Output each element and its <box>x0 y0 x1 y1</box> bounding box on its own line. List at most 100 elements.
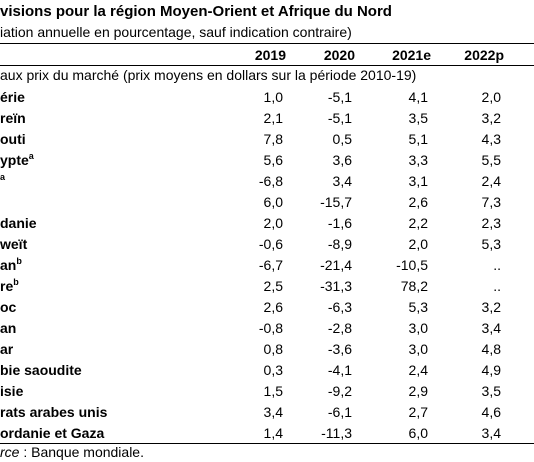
source-label: rce <box>0 444 20 460</box>
row-label: anb <box>0 256 22 274</box>
row-label: an <box>0 320 16 336</box>
row-label-text: ordanie et Gaza <box>0 425 105 441</box>
row-label: reb <box>0 277 19 295</box>
cell: 2,5 <box>263 278 283 294</box>
row-label: ar <box>0 341 13 357</box>
cell: 2,2 <box>408 215 428 231</box>
cell: 2,4 <box>481 173 501 189</box>
cell: 2,6 <box>408 194 428 210</box>
row-label: rats arabes unis <box>0 404 107 420</box>
title: visions pour la région Moyen-Orient et A… <box>0 3 392 20</box>
cell: 0,3 <box>263 362 283 378</box>
cell: 1,5 <box>263 383 283 399</box>
cell: -8,9 <box>327 236 352 252</box>
cell: -10,5 <box>396 257 428 273</box>
column-header: 2022p <box>464 47 504 63</box>
row-label: érie <box>0 89 25 105</box>
cell: 6,0 <box>408 425 428 441</box>
subtitle: iation annuelle en pourcentage, sauf ind… <box>0 24 352 40</box>
cell: 3,4 <box>481 425 501 441</box>
row-label-text: reïn <box>0 110 26 126</box>
row-label-text: outi <box>0 131 26 147</box>
cell: 1,4 <box>263 425 283 441</box>
row-label-text: weït <box>0 236 28 252</box>
cell: -21,4 <box>320 257 352 273</box>
row-label-text: oc <box>0 299 17 315</box>
row-label: oc <box>0 299 16 315</box>
cell: 2,6 <box>263 299 283 315</box>
cell: -6,8 <box>258 173 283 189</box>
row-label-text: re <box>0 278 14 294</box>
cell: 3,2 <box>481 299 501 315</box>
row-label-text: rats arabes unis <box>0 404 108 420</box>
row-label-text: érie <box>0 89 25 105</box>
row-label-text: danie <box>0 215 37 231</box>
column-header: 2019 <box>254 47 286 63</box>
cell: -6,3 <box>327 299 352 315</box>
row-label: reïn <box>0 110 26 126</box>
cell: 4,3 <box>481 131 501 147</box>
cell: 2,0 <box>481 89 501 105</box>
source-text: : Banque mondiale. <box>19 444 144 460</box>
column-header: 2021e <box>392 47 431 63</box>
cell: 4,6 <box>481 404 501 420</box>
cell: -5,1 <box>327 110 352 126</box>
row-label: bie saoudite <box>0 362 82 378</box>
row-label: a <box>0 173 5 189</box>
cell: 3,5 <box>481 383 501 399</box>
column-header: 2020 <box>323 47 355 63</box>
cell: 7,8 <box>263 131 283 147</box>
row-label-text: ypte <box>0 152 29 168</box>
cell: -4,1 <box>327 362 352 378</box>
cell: 2,4 <box>408 362 428 378</box>
row-label: yptea <box>0 151 34 169</box>
row-label-text: ar <box>0 341 14 357</box>
cell: -31,3 <box>320 278 352 294</box>
cell: 3,3 <box>408 152 428 168</box>
row-label-text: isie <box>0 383 24 399</box>
cell: 78,2 <box>400 278 428 294</box>
cell: 5,6 <box>263 152 283 168</box>
cell: 3,2 <box>481 110 501 126</box>
row-label: isie <box>0 383 23 399</box>
cell: 3,4 <box>332 173 352 189</box>
section-label: aux prix du marché (prix moyens en dolla… <box>0 67 417 83</box>
row-note: b <box>13 277 19 287</box>
cell: 5,1 <box>408 131 428 147</box>
rule <box>0 443 534 444</box>
cell: 4,9 <box>481 362 501 378</box>
cell: -1,6 <box>327 215 352 231</box>
cell: -0,8 <box>258 320 283 336</box>
cell: .. <box>493 278 501 294</box>
row-note: a <box>28 151 34 161</box>
cell: 0,5 <box>332 131 352 147</box>
cell: 6,0 <box>263 194 283 210</box>
row-label-text: an <box>0 320 17 336</box>
cell: 3,0 <box>408 341 428 357</box>
cell: -9,2 <box>327 383 352 399</box>
cell: 2,7 <box>408 404 428 420</box>
cell: 2,9 <box>408 383 428 399</box>
rule <box>0 65 534 66</box>
row-note: a <box>0 172 6 182</box>
cell: -5,1 <box>327 89 352 105</box>
row-note: b <box>16 256 22 266</box>
cell: 2,3 <box>481 215 501 231</box>
cell: 0,8 <box>263 341 283 357</box>
cell: 3,6 <box>332 152 352 168</box>
cell: -6,7 <box>258 257 283 273</box>
cell: 3,4 <box>481 320 501 336</box>
cell: -2,8 <box>327 320 352 336</box>
cell: 3,0 <box>408 320 428 336</box>
cell: 2,0 <box>263 215 283 231</box>
cell: 1,0 <box>263 89 283 105</box>
row-label: weït <box>0 236 27 252</box>
cell: 2,0 <box>408 236 428 252</box>
cell: 5,3 <box>408 299 428 315</box>
cell: 3,4 <box>263 404 283 420</box>
cell: -11,3 <box>321 425 352 441</box>
cell: 3,5 <box>408 110 428 126</box>
cell: 5,5 <box>481 152 501 168</box>
cell: -15,7 <box>320 194 352 210</box>
